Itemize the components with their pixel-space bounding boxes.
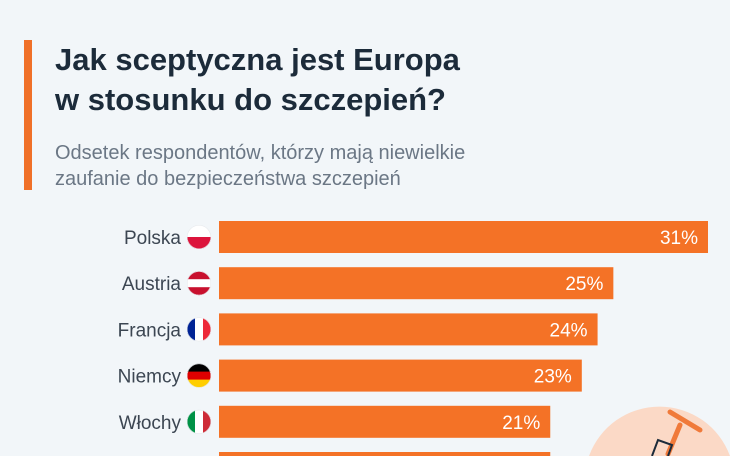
subtitle-line-2: zaufanie do bezpieczeństwa szczepień <box>55 168 401 190</box>
flag-francja-icon <box>187 317 211 342</box>
title-accent-bar <box>24 40 32 190</box>
flag-polska-icon <box>187 225 211 249</box>
bar-włochy <box>219 405 551 438</box>
value-label: 23% <box>534 367 572 388</box>
value-label: 25% <box>565 274 603 295</box>
value-label: 21% <box>502 413 540 434</box>
bar-francja <box>219 313 598 346</box>
value-label: 24% <box>550 320 588 341</box>
value-label: 31% <box>660 228 698 249</box>
flag-włochy-icon <box>187 409 211 434</box>
title-line-1: Jak sceptyczna jest Europa <box>55 42 460 77</box>
title-line-2: w stosunku do szczepień? <box>55 82 446 117</box>
chart-title: Jak sceptyczna jest Europa w stosunku do… <box>55 40 460 120</box>
flag-niemcy-icon <box>187 363 211 388</box>
bar-austria <box>219 267 614 300</box>
subtitle-line-1: Odsetek respondentów, którzy mają niewie… <box>55 142 466 164</box>
category-label: Francja <box>118 320 182 341</box>
category-label: Polska <box>124 228 181 249</box>
bar-polska <box>219 221 708 253</box>
bar-niemcy <box>219 359 582 392</box>
chart-subtitle: Odsetek respondentów, którzy mają niewie… <box>55 140 465 192</box>
category-label: Włochy <box>119 413 182 434</box>
flag-austria-icon <box>187 271 211 296</box>
syringe-illustration <box>589 406 730 456</box>
category-label: Niemcy <box>118 367 182 388</box>
bar-cropped <box>219 452 551 456</box>
category-label: Austria <box>122 274 182 295</box>
